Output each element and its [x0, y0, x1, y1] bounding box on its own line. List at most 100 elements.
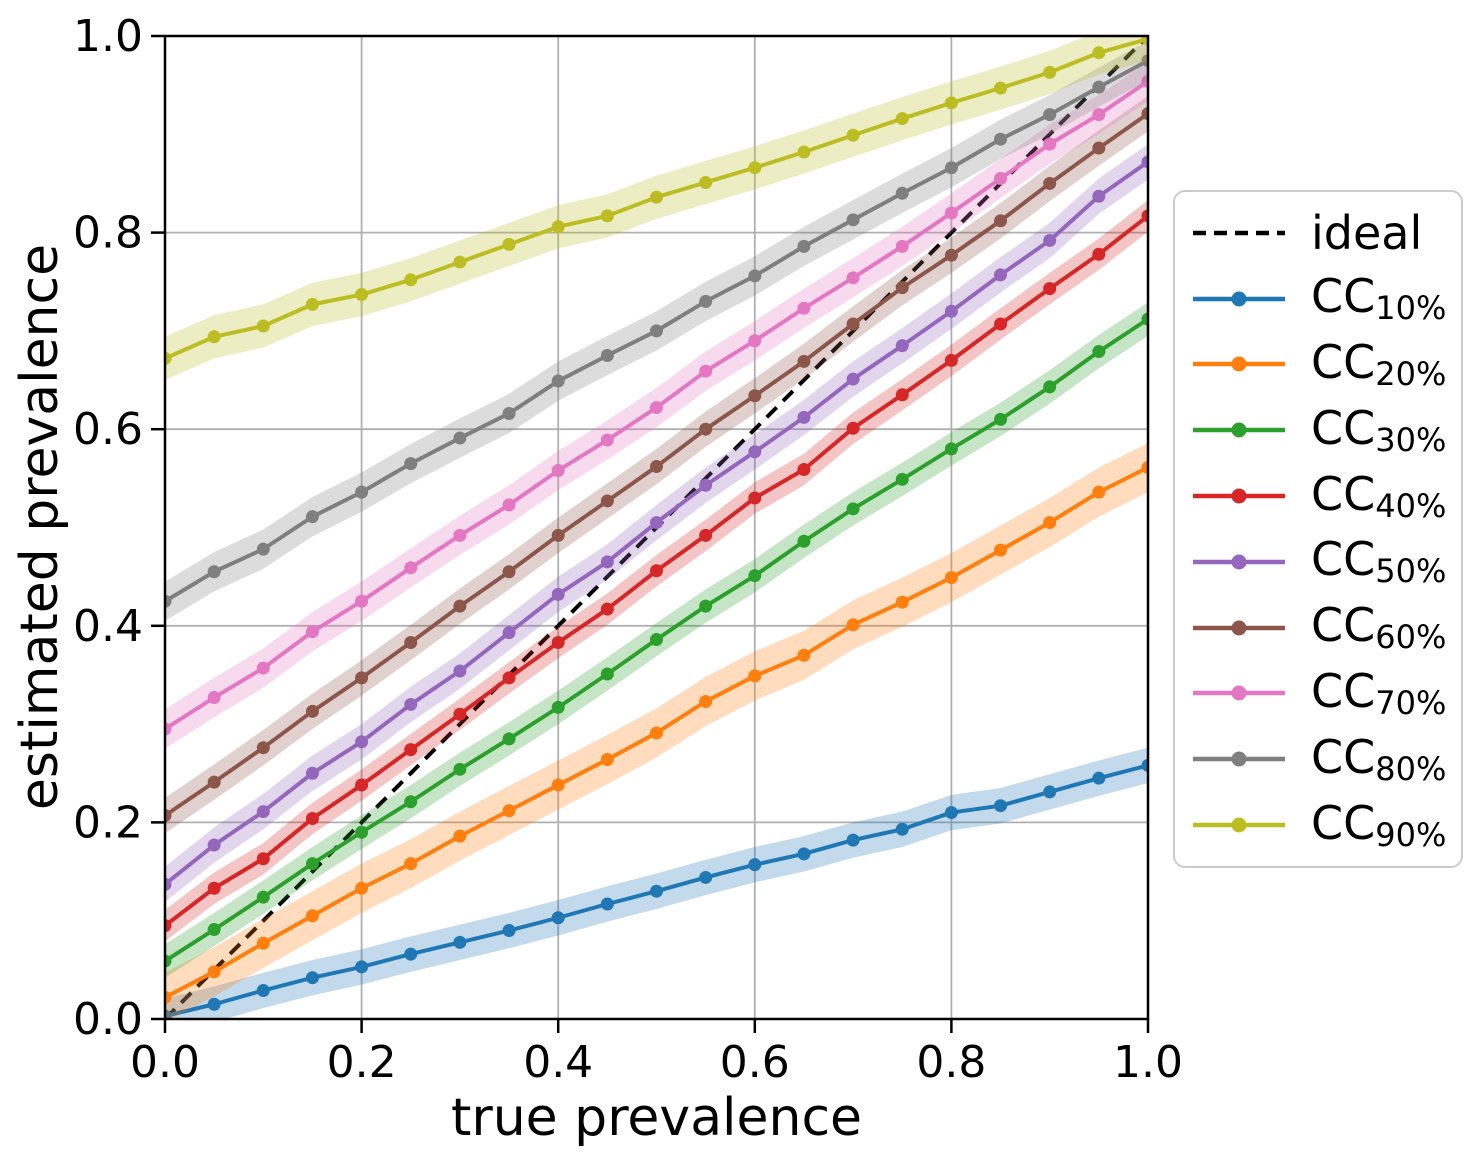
- series-marker-CC50: [305, 766, 319, 780]
- series-marker-CC20: [502, 804, 516, 818]
- series-marker-CC40: [1043, 282, 1057, 296]
- series-marker-CC20: [256, 936, 270, 950]
- series-marker-CC10: [895, 822, 909, 836]
- legend-line-marker-sample: [1193, 554, 1285, 570]
- series-marker-CC10: [994, 799, 1008, 813]
- series-marker-CC80: [404, 457, 418, 471]
- legend-label: CC60%: [1311, 598, 1447, 657]
- series-marker-CC70: [256, 661, 270, 675]
- series-marker-CC20: [355, 881, 369, 895]
- series-marker-CC50: [748, 445, 762, 459]
- series-marker-CC10: [502, 924, 516, 938]
- legend-item-cc90: CC90%: [1191, 792, 1461, 858]
- legend-label: CC70%: [1311, 663, 1447, 722]
- x-tick-label: 0.4: [523, 1037, 593, 1088]
- legend-item-cc50: CC50%: [1191, 529, 1461, 595]
- series-marker-CC40: [207, 881, 221, 895]
- series-marker-CC90: [453, 255, 467, 269]
- series-marker-CC10: [944, 806, 958, 820]
- series-marker-CC70: [797, 301, 811, 315]
- series-marker-CC20: [1043, 516, 1057, 530]
- series-marker-CC30: [453, 762, 467, 776]
- series-marker-CC10: [846, 833, 860, 847]
- series-marker-CC30: [797, 534, 811, 548]
- series-marker-CC30: [404, 795, 418, 809]
- series-marker-CC50: [1043, 233, 1057, 247]
- series-marker-CC30: [551, 700, 565, 714]
- x-axis-label: true prevalence: [450, 1088, 863, 1148]
- series-marker-CC70: [1092, 108, 1106, 122]
- series-marker-CC70: [944, 206, 958, 220]
- series-marker-CC90: [1141, 36, 1148, 46]
- series-marker-CC80: [453, 431, 467, 445]
- series-marker-CC60: [453, 599, 467, 613]
- series-marker-CC20: [650, 726, 663, 740]
- series-marker-CC80: [1141, 54, 1148, 68]
- y-tick-label: 0.0: [73, 994, 143, 1045]
- y-tick-label: 1.0: [73, 11, 143, 62]
- legend-line-marker-sample: [1193, 620, 1285, 636]
- series-marker-CC70: [699, 364, 713, 378]
- series-marker-CC50: [944, 304, 958, 318]
- series-marker-CC70: [502, 498, 516, 512]
- series-marker-CC90: [551, 220, 565, 234]
- series-marker-CC70: [994, 172, 1008, 186]
- series-marker-CC50: [551, 587, 565, 601]
- series-marker-CC60: [1141, 107, 1148, 121]
- series-marker-CC70: [846, 271, 860, 285]
- series-marker-CC90: [994, 81, 1008, 95]
- series-marker-CC10: [165, 1009, 172, 1019]
- series-marker-CC10: [1043, 785, 1057, 799]
- series-marker-CC90: [748, 161, 762, 175]
- series-marker-CC50: [895, 339, 909, 353]
- series-marker-CC40: [699, 528, 713, 542]
- legend-label: CC50%: [1311, 532, 1447, 591]
- series-marker-CC30: [1141, 312, 1148, 326]
- series-marker-CC80: [165, 594, 172, 608]
- series-marker-CC20: [895, 595, 909, 609]
- series-marker-CC60: [797, 354, 811, 368]
- legend-label: CC30%: [1311, 400, 1447, 459]
- series-marker-CC80: [256, 542, 270, 556]
- series-marker-CC20: [1092, 485, 1106, 499]
- series-marker-CC20: [551, 778, 565, 792]
- legend-item-cc30: CC30%: [1191, 397, 1461, 463]
- series-marker-CC80: [797, 239, 811, 253]
- series-marker-CC40: [551, 636, 565, 650]
- series-marker-CC90: [305, 297, 319, 311]
- series-marker-CC20: [748, 669, 762, 683]
- series-marker-CC50: [165, 877, 172, 891]
- series-marker-CC30: [846, 502, 860, 516]
- series-marker-CC80: [944, 161, 958, 175]
- series-marker-CC70: [453, 528, 467, 542]
- series-marker-CC60: [846, 317, 860, 331]
- x-tick-label: 0.6: [720, 1037, 790, 1088]
- series-marker-CC40: [748, 491, 762, 505]
- series-marker-CC10: [305, 971, 319, 985]
- series-marker-CC60: [502, 565, 516, 579]
- series-marker-CC10: [650, 884, 663, 898]
- series-marker-CC60: [748, 389, 762, 403]
- legend-item-cc20: CC20%: [1191, 332, 1461, 398]
- series-marker-CC70: [165, 722, 172, 736]
- series-marker-CC30: [600, 667, 614, 681]
- legend-item-cc60: CC60%: [1191, 595, 1461, 661]
- series-marker-CC30: [699, 599, 713, 613]
- series-marker-CC60: [1092, 141, 1106, 155]
- series-marker-CC30: [165, 954, 172, 968]
- x-tick-label: 0.2: [327, 1037, 397, 1088]
- legend-line-marker-sample: [1193, 751, 1285, 767]
- series-marker-CC10: [699, 870, 713, 884]
- y-tick-label: 0.6: [73, 404, 143, 455]
- series-marker-CC40: [355, 778, 369, 792]
- series-marker-CC30: [650, 633, 663, 647]
- series-marker-CC90: [502, 237, 516, 251]
- series-marker-CC10: [404, 947, 418, 961]
- series-marker-CC40: [994, 317, 1008, 331]
- series-marker-CC60: [165, 809, 172, 823]
- legend-line-marker-sample: [1193, 291, 1285, 307]
- series-marker-CC40: [453, 707, 467, 721]
- series-marker-CC30: [207, 923, 221, 937]
- series-marker-CC70: [650, 401, 663, 415]
- series-marker-CC10: [256, 983, 270, 997]
